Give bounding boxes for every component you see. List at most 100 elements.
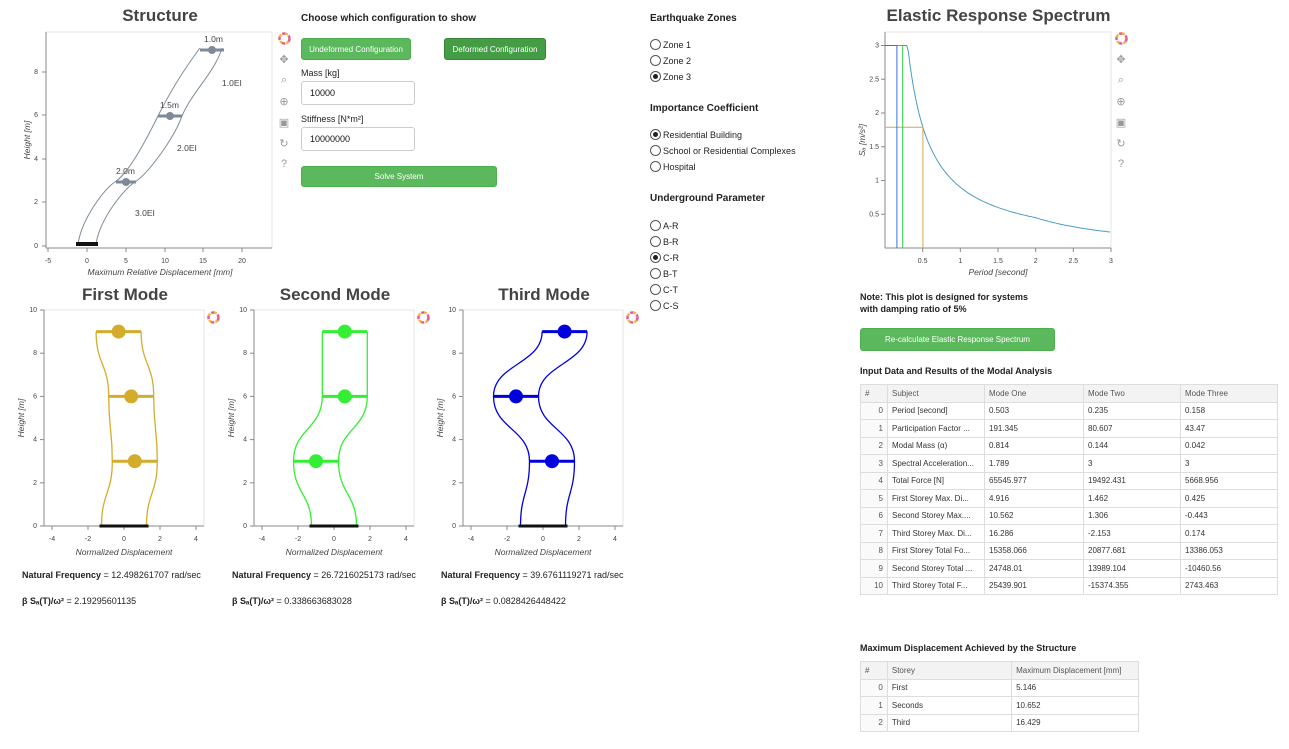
radio-button[interactable] <box>650 220 661 231</box>
table-row[interactable]: 6 Second Storey Max.... 10.562 1.306 -0.443 <box>860 506 1278 525</box>
structure-title: Structure <box>122 6 198 25</box>
table-row[interactable]: 1 Participation Factor ... 191.345 80.607 43… <box>860 419 1278 438</box>
save-icon[interactable]: ▣ <box>278 116 290 129</box>
column-header[interactable]: Mode Two <box>1083 384 1181 403</box>
structure-plot[interactable]: -5 0 5 10 15 20 0 2 4 6 8 2.0m 1.5m 1.0m 3.0EI 2.0… <box>0 28 275 283</box>
reset-icon[interactable]: ↻ <box>279 137 289 150</box>
column-header[interactable]: Mode Three <box>1180 384 1278 403</box>
table-row[interactable]: 3 Spectral Acceleration... 1.789 3 3 <box>860 454 1278 473</box>
mode-xlabel: Normalized Displacement <box>286 547 383 557</box>
stiffness-input[interactable] <box>301 127 415 151</box>
column-header[interactable]: # <box>860 661 888 680</box>
bokeh-logo-icon[interactable] <box>416 310 430 324</box>
beta-value: = 0.338663683028 <box>274 596 352 606</box>
wheel-zoom-icon[interactable]: ⊕ <box>1116 95 1126 108</box>
underground-option-2[interactable]: C-R <box>650 252 679 263</box>
column-header[interactable]: Maximum Displacement [mm] <box>1011 661 1139 680</box>
underground-option-3[interactable]: B-T <box>650 268 678 279</box>
save-icon[interactable]: ▣ <box>1115 116 1127 129</box>
spectrum-toolbar: ✥ ⌕ ⊕ ▣ ↻ ? <box>1114 31 1132 178</box>
radio-button[interactable] <box>650 284 661 295</box>
frequency-label: Natural Frequency <box>441 570 521 580</box>
table-row[interactable]: 1 Seconds 10.652 <box>860 696 1139 715</box>
recalculate-spectrum-button[interactable]: Re-calculate Elastic Response Spectrum <box>860 328 1055 351</box>
pan-icon[interactable]: ✥ <box>279 53 289 66</box>
table-cell: 0.174 <box>1180 524 1278 543</box>
mode-xtick: 2 <box>577 536 581 543</box>
mode-2-plot[interactable]: -4 -2 0 2 4 0 2 4 6 8 10 Normalized Displacement Hei… <box>210 306 420 561</box>
underground-option-5[interactable]: C-S <box>650 300 679 311</box>
mode-floor-mass <box>111 324 126 339</box>
bokeh-logo-icon[interactable] <box>277 31 291 45</box>
table-row[interactable]: 2 Third 16.429 <box>860 713 1139 732</box>
table-row[interactable]: 5 First Storey Max. Di... 4.916 1.462 0.425 <box>860 489 1278 508</box>
table-cell: 1.462 <box>1083 489 1181 508</box>
radio-button[interactable] <box>650 55 661 66</box>
zones-option-0[interactable]: Zone 1 <box>650 39 691 50</box>
radio-button[interactable] <box>650 268 661 279</box>
table-row[interactable]: 8 First Storey Total Fo... 15358.066 20877.… <box>860 541 1278 560</box>
radio-label: A-R <box>663 220 679 231</box>
column-header[interactable]: Mode One <box>984 384 1084 403</box>
column-header[interactable]: Storey <box>886 661 1013 680</box>
help-icon[interactable]: ? <box>280 158 288 170</box>
radio-button[interactable] <box>650 236 661 247</box>
solve-system-button[interactable]: Solve System <box>301 166 497 187</box>
radio-button[interactable] <box>650 129 661 140</box>
radio-button[interactable] <box>650 161 661 172</box>
underground-option-4[interactable]: C-T <box>650 284 678 295</box>
table-cell: -10460.56 <box>1180 559 1278 578</box>
spectrum-plot[interactable]: 0.5 1 1.5 2 2.5 3 0.5 1 1.5 2 2.5 3 Period [second]… <box>855 28 1115 283</box>
table-cell: 3 <box>860 454 888 473</box>
table-cell: First <box>886 678 1013 697</box>
table-cell: Participation Factor ... <box>887 419 985 438</box>
mode-1-plot[interactable]: -4 -2 0 2 4 0 2 4 6 8 10 Normalized Displacement Hei… <box>0 306 210 561</box>
bokeh-logo-icon[interactable] <box>206 310 220 324</box>
zones-option-1[interactable]: Zone 2 <box>650 55 691 66</box>
importance-option-1[interactable]: School or Residential Complexes <box>650 145 796 156</box>
bokeh-logo-icon[interactable] <box>1114 31 1128 45</box>
pan-icon[interactable]: ✥ <box>1116 53 1126 66</box>
table-row[interactable]: 4 Total Force [N] 65545.977 19492.431 5668.9… <box>860 471 1278 490</box>
radio-label: Hospital <box>663 161 696 172</box>
box-zoom-icon[interactable]: ⌕ <box>280 73 288 86</box>
wheel-zoom-icon[interactable]: ⊕ <box>279 95 289 108</box>
spectrum-ytick: 1 <box>875 178 879 185</box>
radio-button[interactable] <box>650 145 661 156</box>
mode-3-plot[interactable]: -4 -2 0 2 4 0 2 4 6 8 10 Normalized Displacement Hei… <box>419 306 629 561</box>
radio-button[interactable] <box>650 39 661 50</box>
help-icon[interactable]: ? <box>1117 158 1125 170</box>
table-row[interactable]: 0 First 5.146 <box>860 678 1139 697</box>
bokeh-logo-icon[interactable] <box>625 310 639 324</box>
maxdisp-table: # Storey Maximum Displacement [mm] 0 First 5… <box>860 661 1139 732</box>
importance-heading: Importance Coefficient <box>650 103 759 114</box>
spectrum-xtick: 3 <box>1109 258 1113 265</box>
reset-icon[interactable]: ↻ <box>1116 137 1126 150</box>
column-header[interactable]: Subject <box>887 384 985 403</box>
radio-button[interactable] <box>650 71 661 82</box>
radio-button[interactable] <box>650 300 661 311</box>
importance-option-2[interactable]: Hospital <box>650 161 696 172</box>
spectrum-xtick: 1 <box>958 258 962 265</box>
table-row[interactable]: 2 Modal Mass (α) 0.814 0.144 0.042 <box>860 436 1278 455</box>
box-zoom-icon[interactable]: ⌕ <box>1117 73 1125 86</box>
mode-floor-mass <box>337 324 352 339</box>
mass-input[interactable] <box>301 81 415 105</box>
zones-option-2[interactable]: Zone 3 <box>650 71 691 82</box>
importance-option-0[interactable]: Residential Building <box>650 129 742 140</box>
deformed-configuration-button[interactable]: Deformed Configuration <box>444 38 546 60</box>
radio-button[interactable] <box>650 252 661 263</box>
underground-option-0[interactable]: A-R <box>650 220 679 231</box>
table-row[interactable]: 7 Third Storey Max. Di... 16.286 -2.153 0.17… <box>860 524 1278 543</box>
structure-ytick: 0 <box>34 243 38 250</box>
underground-option-1[interactable]: B-R <box>650 236 679 247</box>
column-header[interactable]: # <box>860 384 888 403</box>
table-row[interactable]: 9 Second Storey Total ... 24748.01 13989.10… <box>860 559 1278 578</box>
structure-toolbar: ✥ ⌕ ⊕ ▣ ↻ ? <box>277 31 295 178</box>
storey-3-node <box>208 46 216 54</box>
undeformed-configuration-button[interactable]: Undeformed Configuration <box>301 38 411 60</box>
spectrum-xlabel: Period [second] <box>968 267 1028 277</box>
table-row[interactable]: 10 Third Storey Total F... 25439.901 -15374… <box>860 576 1278 595</box>
mode-ytick: 10 <box>448 307 456 314</box>
table-row[interactable]: 0 Period [second] 0.503 0.235 0.158 <box>860 401 1278 420</box>
